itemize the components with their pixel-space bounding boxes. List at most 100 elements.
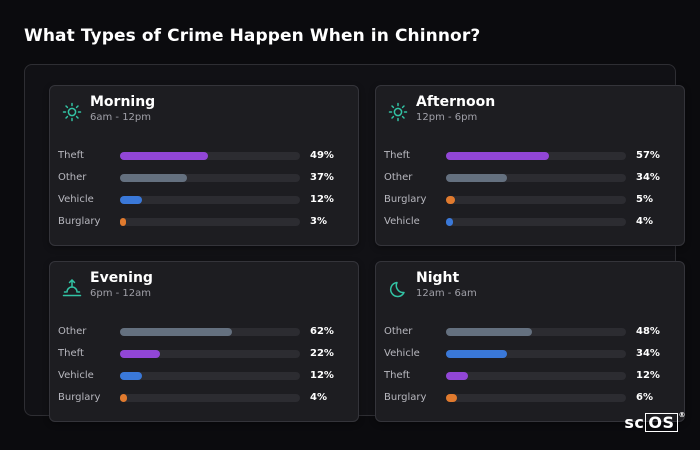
brand-mark: ®: [678, 411, 686, 419]
bar-theft: [446, 372, 468, 380]
value-label: 48%: [636, 326, 660, 337]
bar-vehicle: [446, 218, 454, 226]
bar-row: Burglary 6%: [376, 390, 684, 406]
bar-track: [120, 328, 300, 336]
value-label: 3%: [310, 216, 327, 227]
card-title: Evening: [90, 270, 153, 286]
value-label: 5%: [636, 194, 653, 205]
bar-vehicle: [120, 196, 142, 204]
category-label: Burglary: [384, 194, 427, 205]
bar-track: [120, 394, 300, 402]
category-label: Vehicle: [384, 348, 420, 359]
card-subtitle: 12pm - 6pm: [416, 112, 478, 123]
brand-boxed: OS: [645, 413, 678, 432]
category-label: Vehicle: [58, 370, 94, 381]
bar-theft: [120, 350, 160, 358]
moon-icon: [389, 281, 405, 298]
bar-other: [446, 328, 533, 336]
card-title: Afternoon: [416, 94, 496, 110]
bar-row: Other 62%: [50, 324, 358, 340]
card-afternoon: Afternoon 12pm - 6pm Theft 57% Other 34% Bur…: [375, 85, 685, 246]
bar-row: Vehicle 12%: [50, 192, 358, 208]
category-label: Other: [384, 326, 413, 337]
category-label: Theft: [58, 150, 84, 161]
value-label: 37%: [310, 172, 334, 183]
card-evening: Evening 6pm - 12am Other 62% Theft 22% Vehic…: [49, 261, 359, 422]
bar-row: Theft 57%: [376, 148, 684, 164]
bar-row: Burglary 4%: [50, 390, 358, 406]
value-label: 4%: [310, 392, 327, 403]
bar-track: [120, 152, 300, 160]
category-label: Other: [384, 172, 413, 183]
bar-burglary: [120, 394, 128, 402]
value-label: 12%: [310, 370, 334, 381]
sun-icon: [388, 102, 408, 122]
value-label: 22%: [310, 348, 334, 359]
bar-track: [446, 394, 626, 402]
card-subtitle: 12am - 6am: [416, 288, 477, 299]
category-label: Vehicle: [58, 194, 94, 205]
category-label: Burglary: [58, 216, 101, 227]
value-label: 62%: [310, 326, 334, 337]
bar-row: Theft 12%: [376, 368, 684, 384]
bar-row: Vehicle 4%: [376, 214, 684, 230]
category-label: Theft: [384, 370, 410, 381]
bar-row: Burglary 3%: [50, 214, 358, 230]
category-label: Burglary: [384, 392, 427, 403]
card-subtitle: 6am - 12pm: [90, 112, 152, 123]
bar-track: [120, 350, 300, 358]
card-title: Morning: [90, 94, 156, 110]
value-label: 4%: [636, 216, 653, 227]
bar-row: Other 37%: [50, 170, 358, 186]
card-morning: Morning 6am - 12pm Theft 49% Other 37% Vehic…: [49, 85, 359, 246]
bar-track: [446, 218, 626, 226]
bar-track: [446, 350, 626, 358]
sunset-icon: [62, 279, 82, 297]
page-title: What Types of Crime Happen When in Chinn…: [24, 26, 481, 46]
value-label: 12%: [636, 370, 660, 381]
bar-other: [446, 174, 508, 182]
card-night: Night 12am - 6am Other 48% Vehicle 34% Theft…: [375, 261, 685, 422]
bar-track: [120, 372, 300, 380]
category-label: Other: [58, 326, 87, 337]
bar-track: [446, 152, 626, 160]
sun-icon: [62, 102, 82, 122]
brand-prefix: sc: [624, 413, 645, 432]
card-subtitle: 6pm - 12am: [90, 288, 152, 299]
card-title: Night: [416, 270, 460, 286]
bar-vehicle: [446, 350, 508, 358]
value-label: 6%: [636, 392, 653, 403]
bar-track: [446, 372, 626, 380]
bar-row: Other 34%: [376, 170, 684, 186]
bar-other: [120, 328, 232, 336]
category-label: Burglary: [58, 392, 101, 403]
bar-row: Vehicle 12%: [50, 368, 358, 384]
bar-row: Burglary 5%: [376, 192, 684, 208]
value-label: 34%: [636, 172, 660, 183]
bar-row: Vehicle 34%: [376, 346, 684, 362]
bar-track: [120, 218, 300, 226]
bar-row: Theft 22%: [50, 346, 358, 362]
category-label: Other: [58, 172, 87, 183]
bar-track: [120, 196, 300, 204]
bar-burglary: [446, 394, 457, 402]
value-label: 12%: [310, 194, 334, 205]
bar-track: [120, 174, 300, 182]
bar-track: [446, 196, 626, 204]
bar-theft: [446, 152, 549, 160]
bar-burglary: [120, 218, 126, 226]
value-label: 49%: [310, 150, 334, 161]
bar-row: Theft 49%: [50, 148, 358, 164]
bar-burglary: [446, 196, 455, 204]
bar-other: [120, 174, 187, 182]
bar-track: [446, 328, 626, 336]
value-label: 34%: [636, 348, 660, 359]
value-label: 57%: [636, 150, 660, 161]
bar-track: [446, 174, 626, 182]
category-label: Theft: [384, 150, 410, 161]
category-label: Theft: [58, 348, 84, 359]
brand-logo: sc OS ®: [624, 411, 686, 432]
bar-vehicle: [120, 372, 142, 380]
bar-row: Other 48%: [376, 324, 684, 340]
category-label: Vehicle: [384, 216, 420, 227]
